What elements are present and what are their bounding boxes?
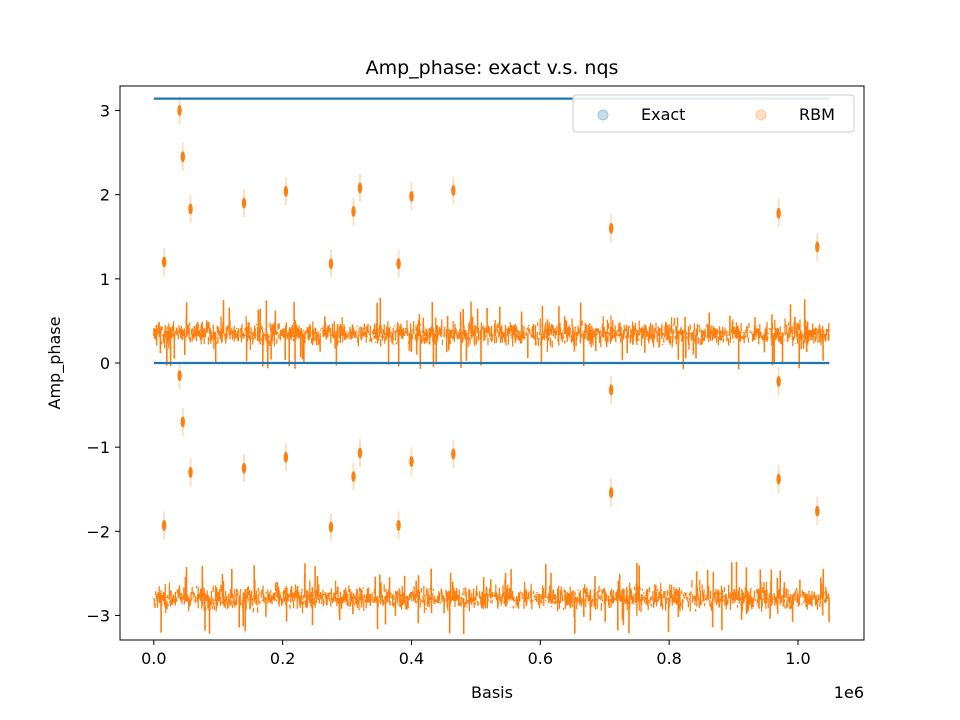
y-tick-label: 2	[100, 186, 110, 205]
legend-box	[572, 94, 855, 133]
rbm-cluster	[328, 521, 334, 533]
rbm-cluster	[283, 185, 289, 197]
rbm-cluster	[283, 451, 289, 463]
rbm-cluster	[351, 206, 356, 218]
rbm-cluster	[177, 105, 182, 117]
x-tick-label: 1.0	[785, 649, 810, 668]
rbm-cluster	[177, 370, 182, 382]
rbm-cluster	[357, 447, 363, 459]
legend-label-rbm: RBM	[799, 105, 835, 124]
x-tick-label: 0.8	[656, 649, 681, 668]
rbm-cluster	[409, 455, 414, 467]
rbm-cluster	[396, 258, 401, 270]
rbm-cluster	[608, 384, 614, 396]
rbm-cluster	[396, 519, 401, 531]
rbm-cluster	[815, 241, 820, 253]
rbm-cluster	[815, 505, 820, 517]
y-axis-title: Amp_phase	[45, 317, 65, 410]
rbm-cluster	[357, 182, 363, 194]
rbm-series-layer	[153, 96, 830, 642]
x-tick-label: 0.4	[399, 649, 424, 668]
rbm-cluster	[188, 466, 193, 478]
x-tick-label: 0.6	[528, 649, 553, 668]
rbm-cluster	[241, 197, 247, 209]
rbm-cluster	[180, 416, 186, 428]
rbm-cluster	[188, 203, 193, 215]
rbm-cluster	[351, 471, 356, 483]
x-tick-label: 0.0	[141, 649, 166, 668]
rbm-cluster	[451, 184, 456, 196]
y-tick-label: −3	[86, 606, 110, 625]
rbm-cluster	[608, 222, 614, 234]
rbm-cluster	[776, 376, 781, 388]
chart-title: Amp_phase: exact v.s. nqs	[366, 57, 619, 79]
legend-marker-exact	[597, 109, 609, 121]
rbm-band-spikes-0	[159, 297, 824, 370]
y-tick-label: −1	[86, 438, 110, 457]
x-tick-label: 0.2	[270, 649, 295, 668]
rbm-cluster	[451, 448, 456, 460]
y-tick-label: −2	[86, 522, 110, 541]
rbm-cluster	[776, 207, 781, 219]
rbm-band-spikes-1	[160, 561, 830, 634]
rbm-cluster	[241, 462, 247, 474]
y-tick-label: 1	[100, 270, 110, 289]
x-axis: 0.0 0.2 0.4 0.6 0.8 1.0	[141, 640, 811, 668]
x-axis-title: Basis	[471, 683, 513, 702]
rbm-cluster	[409, 190, 414, 202]
rbm-cluster	[161, 519, 167, 531]
y-axis: −3 −2 −1 0 1 2 3	[86, 102, 120, 625]
legend-label-exact: Exact	[641, 105, 685, 124]
rbm-cluster	[180, 151, 186, 163]
y-tick-label: 3	[100, 102, 110, 121]
rbm-cluster	[161, 256, 167, 268]
rbm-cluster	[776, 473, 781, 485]
x-axis-offset-label: 1e6	[834, 683, 864, 702]
rbm-cluster	[328, 258, 334, 270]
legend-marker-rbm	[755, 109, 767, 121]
legend: Exact RBM	[572, 94, 855, 133]
plot-area	[119, 85, 865, 642]
rbm-cluster	[608, 487, 614, 499]
y-tick-label: 0	[100, 354, 110, 373]
